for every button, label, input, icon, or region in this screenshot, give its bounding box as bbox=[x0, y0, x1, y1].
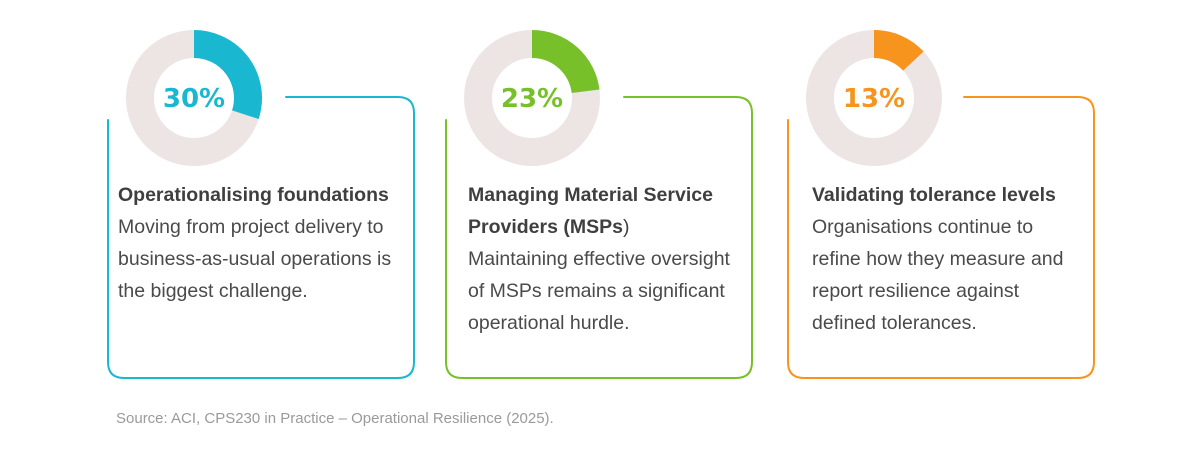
card-2-text: Managing Material Service Providers (MSP… bbox=[468, 179, 764, 339]
donut-2-percent-label: 23% bbox=[501, 84, 563, 114]
card-2-title-part-1: Managing Material Service Providers ( bbox=[468, 184, 713, 238]
card-1-description: Moving from project delivery to business… bbox=[118, 216, 392, 302]
donut-chart-1: 30% bbox=[126, 30, 262, 166]
card-3-description: Organisations continue to refine how the… bbox=[812, 216, 1064, 334]
stat-card-3: 13% Validating tolerance levels Organisa… bbox=[787, 30, 1096, 379]
stat-card-2: 23% Managing Material Service Providers … bbox=[445, 30, 754, 379]
donut-chart-3: 13% bbox=[806, 30, 942, 166]
card-3-frame bbox=[787, 96, 1095, 379]
card-3-border bbox=[787, 96, 1095, 379]
donut-3-percent-label: 13% bbox=[843, 84, 905, 114]
card-2-description: Maintaining effective oversight of MSPs … bbox=[468, 248, 730, 334]
stat-card-1: 30% Operationalising foundations Moving … bbox=[107, 30, 416, 379]
donut-1-percent-label: 30% bbox=[163, 84, 225, 114]
card-3-text: Validating tolerance levels Organisation… bbox=[812, 179, 1082, 339]
card-2-border bbox=[445, 96, 753, 379]
donut-3-value-arc bbox=[873, 30, 924, 72]
card-2-frame bbox=[445, 96, 753, 379]
donut-chart-2: 23% bbox=[464, 30, 600, 166]
card-1-frame bbox=[107, 96, 415, 379]
card-2-title-part-3: ) bbox=[622, 216, 630, 238]
card-2-title: Managing Material Service Providers (MSP… bbox=[468, 179, 764, 243]
card-1-title: Operationalising foundations bbox=[118, 184, 389, 206]
donut-2-value-arc bbox=[531, 30, 600, 94]
card-2-title-abbrev: MSPs bbox=[569, 216, 623, 238]
card-1-border bbox=[107, 96, 415, 379]
donut-1-value-arc bbox=[193, 30, 262, 120]
source-note: Source: ACI, CPS230 in Practice – Operat… bbox=[116, 410, 554, 427]
card-3-title: Validating tolerance levels bbox=[812, 184, 1056, 206]
card-1-text: Operationalising foundations Moving from… bbox=[118, 179, 414, 307]
